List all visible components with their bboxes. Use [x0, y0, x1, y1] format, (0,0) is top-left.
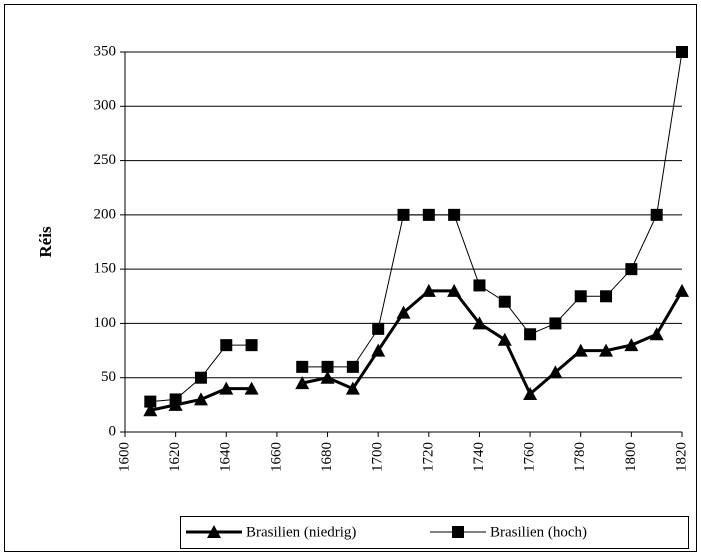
- point: [452, 526, 464, 538]
- point: [320, 370, 335, 384]
- point: [675, 283, 689, 297]
- chart-border: [4, 4, 697, 552]
- x-tick-label: 1800: [623, 442, 639, 472]
- point: [144, 395, 157, 408]
- point: [245, 339, 258, 352]
- x-tick-label: 1740: [471, 442, 487, 472]
- point: [548, 365, 563, 379]
- point: [321, 360, 334, 373]
- point: [396, 305, 411, 319]
- point: [371, 343, 386, 357]
- x-tick-label: 1620: [167, 442, 183, 472]
- point: [549, 317, 562, 330]
- point: [372, 322, 385, 335]
- point: [422, 208, 435, 221]
- x-tick-label: 1700: [370, 442, 386, 472]
- point: [524, 328, 537, 341]
- point: [219, 381, 234, 395]
- point: [207, 525, 221, 538]
- point: [193, 392, 208, 406]
- point: [397, 208, 410, 221]
- point: [600, 290, 613, 303]
- point: [447, 283, 462, 297]
- y-axis-label: Réis: [36, 226, 55, 258]
- point: [345, 381, 360, 395]
- x-tick-label: 1760: [522, 442, 538, 472]
- y-tick-label: 250: [94, 152, 117, 168]
- point: [346, 360, 359, 373]
- x-tick-label: 1640: [218, 442, 234, 472]
- x-tick-label: 1660: [268, 442, 284, 472]
- y-tick-label: 150: [94, 261, 117, 277]
- point: [650, 208, 663, 221]
- point: [220, 339, 233, 352]
- point: [649, 327, 664, 341]
- y-tick-label: 300: [94, 98, 117, 114]
- point: [473, 279, 486, 292]
- point: [169, 393, 182, 406]
- x-tick-label: 1820: [673, 442, 689, 472]
- y-tick-label: 200: [94, 206, 117, 222]
- y-tick-label: 100: [94, 315, 117, 331]
- point: [497, 332, 512, 346]
- point: [523, 387, 538, 400]
- point: [244, 381, 259, 395]
- point: [574, 290, 587, 303]
- point: [295, 376, 310, 390]
- point: [296, 360, 309, 373]
- x-tick-label: 1780: [572, 442, 588, 472]
- point: [472, 316, 487, 330]
- legend-label: Brasilien (hoch): [490, 524, 587, 540]
- x-tick-label: 1600: [116, 442, 132, 472]
- point: [143, 403, 158, 417]
- y-tick-label: 350: [94, 43, 117, 59]
- point: [624, 338, 639, 352]
- point: [498, 295, 511, 308]
- point: [194, 371, 207, 384]
- point: [421, 283, 436, 297]
- y-tick-label: 0: [109, 423, 117, 439]
- x-tick-label: 1680: [319, 442, 335, 472]
- point: [448, 208, 461, 221]
- x-tick-label: 1720: [420, 442, 436, 472]
- y-tick-label: 50: [101, 369, 116, 385]
- legend-label: Brasilien (niedrig): [246, 524, 356, 540]
- point: [676, 46, 688, 58]
- point: [625, 263, 638, 276]
- point: [599, 343, 614, 357]
- point: [573, 343, 588, 357]
